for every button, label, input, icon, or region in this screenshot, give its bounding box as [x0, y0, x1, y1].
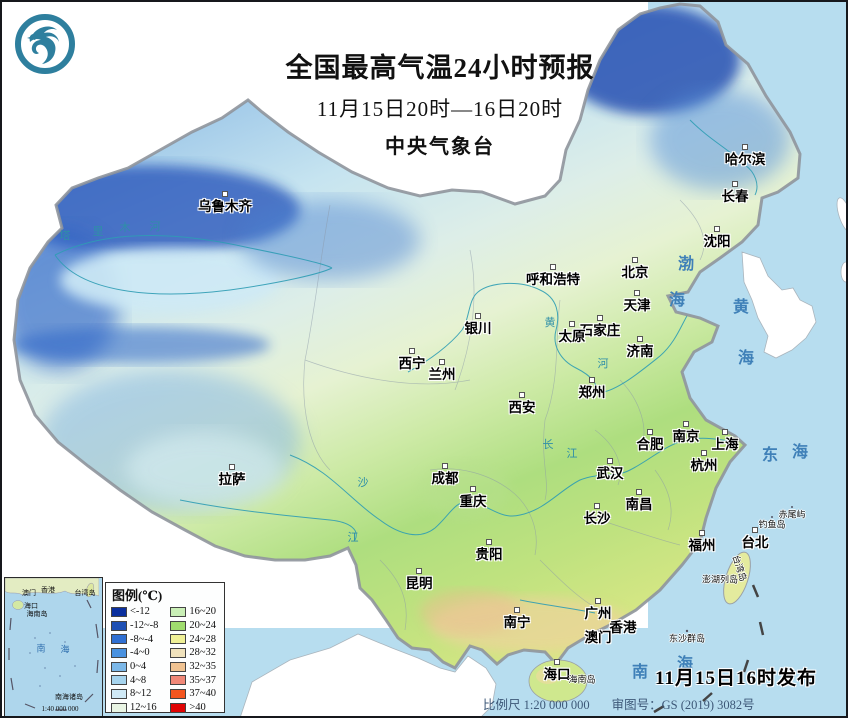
legend-color-swatch: [111, 675, 127, 686]
legend-range-label: -12~-8: [130, 620, 159, 632]
legend-item: <-12: [111, 605, 166, 619]
legend-item: 4~8: [111, 673, 166, 687]
legend-color-swatch: [111, 702, 127, 713]
legend-item: 12~16: [111, 701, 166, 715]
national-boundary: [12, 2, 802, 670]
legend-item: 16~20: [170, 605, 224, 619]
inset-label: 南海诸岛: [55, 693, 83, 701]
legend-range-label: 8~12: [130, 688, 152, 700]
inset-label: 南: [36, 643, 46, 654]
legend-range-label: 37~40: [189, 688, 217, 700]
legend-range-label: 20~24: [189, 620, 217, 632]
legend-range-label: 16~20: [189, 606, 217, 618]
inset-map-graphic: [5, 578, 99, 711]
south-china-sea-inset: 澳门 香港 台湾岛海口 海南岛南 海南海诸岛 1:40 000 000: [4, 577, 103, 718]
map-scale: 比例尺 1:20 000 000: [483, 698, 590, 712]
legend-color-swatch: [170, 634, 187, 645]
legend-color-swatch: [170, 675, 187, 686]
legend-range-label: 24~28: [189, 633, 217, 645]
agency-name: 中央气象台: [385, 136, 495, 158]
map-title-block: 全国最高气温24小时预报 11月15日20时—16日20时 中央气象台: [240, 46, 640, 159]
legend-color-swatch: [170, 661, 187, 672]
legend-item: 32~35: [170, 660, 224, 674]
legend-color-swatch: [170, 702, 187, 713]
legend-color-swatch: [111, 661, 127, 672]
legend-item: 0~4: [111, 660, 166, 674]
legend-item: 28~32: [170, 646, 224, 660]
legend-color-swatch: [111, 620, 127, 631]
cma-dragon-logo-icon: [15, 14, 75, 74]
legend-item: -4~0: [111, 646, 166, 660]
forecast-period: 11月15日20时—16日20时: [316, 97, 564, 121]
inset-label: 台湾岛: [74, 589, 96, 597]
legend-range-label: 28~32: [189, 647, 217, 659]
inset-label: 海: [60, 644, 70, 655]
temperature-legend: 图例(℃) <-12 -12~-8 -8~-4 -4~0 0~4 4~8 8~12 12~16…: [105, 582, 225, 713]
page-title: 全国最高气温24小时预报: [285, 53, 595, 83]
legend-color-swatch: [170, 606, 187, 617]
legend-range-label: -4~0: [130, 647, 150, 659]
legend-title: 图例(℃): [112, 588, 163, 603]
legend-range-label: -8~-4: [130, 633, 154, 645]
rivers: [54, 119, 758, 614]
legend-item: 8~12: [111, 687, 166, 701]
province-boundaries: [303, 199, 705, 631]
legend-item: >40: [170, 701, 224, 715]
legend-range-label: 12~16: [130, 702, 157, 714]
inset-label: 海南岛: [26, 610, 48, 618]
inset-label: 海口: [24, 602, 38, 610]
legend-range-label: >40: [189, 702, 206, 714]
legend-item: -12~-8: [111, 619, 166, 633]
map-scale-row: 比例尺 1:20 000 000 审图号：GS (2019) 3082号: [483, 694, 845, 713]
legend-color-swatch: [170, 688, 187, 699]
legend-item: -8~-4: [111, 632, 166, 646]
legend-color-swatch: [111, 634, 127, 645]
legend-item: 35~37: [170, 673, 224, 687]
legend-color-swatch: [111, 688, 127, 699]
legend-range-label: 4~8: [130, 674, 147, 686]
legend-grid: <-12 -12~-8 -8~-4 -4~0 0~4 4~8 8~12 12~16 16~20 2…: [111, 605, 224, 715]
legend-range-label: 0~4: [130, 661, 147, 673]
inset-label: 澳门: [22, 589, 36, 597]
approval-number: 审图号：GS (2019) 3082号: [611, 698, 755, 712]
nine-dash-line: [653, 584, 765, 714]
issue-time: 11月15日16时发布: [655, 668, 817, 689]
legend-color-swatch: [170, 620, 187, 631]
islands: [528, 506, 793, 703]
legend-range-label: <-12: [130, 606, 150, 618]
legend-color-swatch: [111, 606, 127, 617]
legend-color-swatch: [170, 647, 187, 658]
legend-color-swatch: [111, 647, 127, 658]
legend-item: 20~24: [170, 619, 224, 633]
legend-item: 24~28: [170, 632, 224, 646]
foreign-land: [239, 197, 848, 718]
legend-range-label: 35~37: [189, 674, 217, 686]
inset-label: 香港: [41, 586, 55, 594]
legend-item: 37~40: [170, 687, 224, 701]
inset-label: 1:40 000 000: [41, 705, 79, 713]
legend-range-label: 32~35: [189, 661, 217, 673]
